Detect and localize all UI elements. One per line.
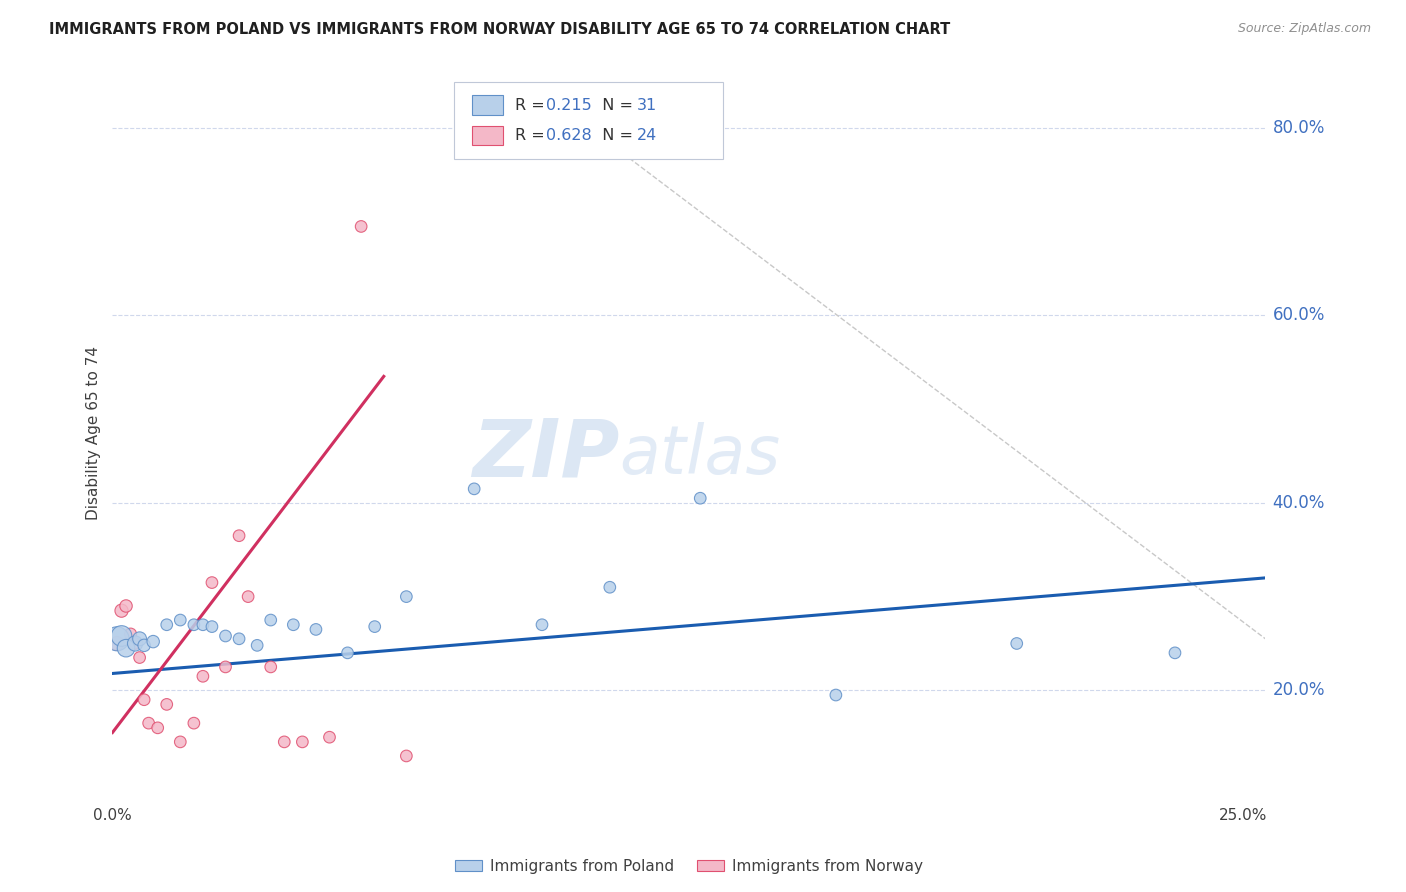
Point <box>191 617 214 632</box>
Point <box>110 629 132 643</box>
Point <box>105 636 128 650</box>
Text: R =: R = <box>515 128 550 143</box>
Point <box>260 613 283 627</box>
Point <box>1164 646 1187 660</box>
Point <box>689 491 711 506</box>
Point <box>128 632 150 646</box>
Point <box>134 692 156 706</box>
Point <box>110 604 132 618</box>
Point <box>183 716 205 731</box>
Point <box>115 641 138 656</box>
Point <box>395 590 418 604</box>
Text: 20.0%: 20.0% <box>1272 681 1324 699</box>
Point <box>825 688 848 702</box>
Point <box>138 716 160 731</box>
Point <box>283 617 305 632</box>
Point <box>201 619 224 633</box>
Text: IMMIGRANTS FROM POLAND VS IMMIGRANTS FROM NORWAY DISABILITY AGE 65 TO 74 CORRELA: IMMIGRANTS FROM POLAND VS IMMIGRANTS FRO… <box>49 22 950 37</box>
Point <box>128 650 150 665</box>
Y-axis label: Disability Age 65 to 74: Disability Age 65 to 74 <box>86 345 101 520</box>
Point <box>260 660 283 674</box>
Point <box>273 735 295 749</box>
Text: N =: N = <box>592 97 638 112</box>
Point <box>228 529 250 543</box>
Point <box>142 634 165 648</box>
Legend: Immigrants from Poland, Immigrants from Norway: Immigrants from Poland, Immigrants from … <box>449 853 929 880</box>
Point <box>236 590 259 604</box>
Point <box>336 646 359 660</box>
Point <box>214 660 236 674</box>
Point <box>169 613 191 627</box>
Point <box>530 617 553 632</box>
Point <box>124 636 146 650</box>
Text: 0.215: 0.215 <box>546 97 592 112</box>
Point <box>599 580 621 594</box>
Point <box>291 735 314 749</box>
Point <box>395 748 418 763</box>
Point <box>169 735 191 749</box>
Point <box>1005 636 1028 650</box>
Point <box>228 632 250 646</box>
Point <box>156 617 179 632</box>
Point <box>134 638 156 652</box>
Point <box>120 627 142 641</box>
Text: atlas: atlas <box>620 422 780 488</box>
Point <box>191 669 214 683</box>
Text: 80.0%: 80.0% <box>1272 119 1324 137</box>
Point <box>146 721 169 735</box>
Point <box>364 619 387 633</box>
Point <box>463 482 485 496</box>
Text: 31: 31 <box>637 97 657 112</box>
Point <box>124 636 146 650</box>
Point <box>105 632 128 646</box>
Point <box>214 629 236 643</box>
Text: N =: N = <box>592 128 638 143</box>
Text: R =: R = <box>515 97 550 112</box>
Text: 40.0%: 40.0% <box>1272 494 1324 512</box>
Point <box>201 575 224 590</box>
Text: 60.0%: 60.0% <box>1272 307 1324 325</box>
Point <box>183 617 205 632</box>
Point <box>318 730 340 744</box>
Point <box>156 698 179 712</box>
Point <box>246 638 269 652</box>
Point <box>305 623 328 637</box>
Text: ZIP: ZIP <box>472 416 620 494</box>
Text: 24: 24 <box>637 128 657 143</box>
Point <box>350 219 373 234</box>
Text: 0.628: 0.628 <box>546 128 592 143</box>
Text: Source: ZipAtlas.com: Source: ZipAtlas.com <box>1237 22 1371 36</box>
Point <box>115 599 138 613</box>
